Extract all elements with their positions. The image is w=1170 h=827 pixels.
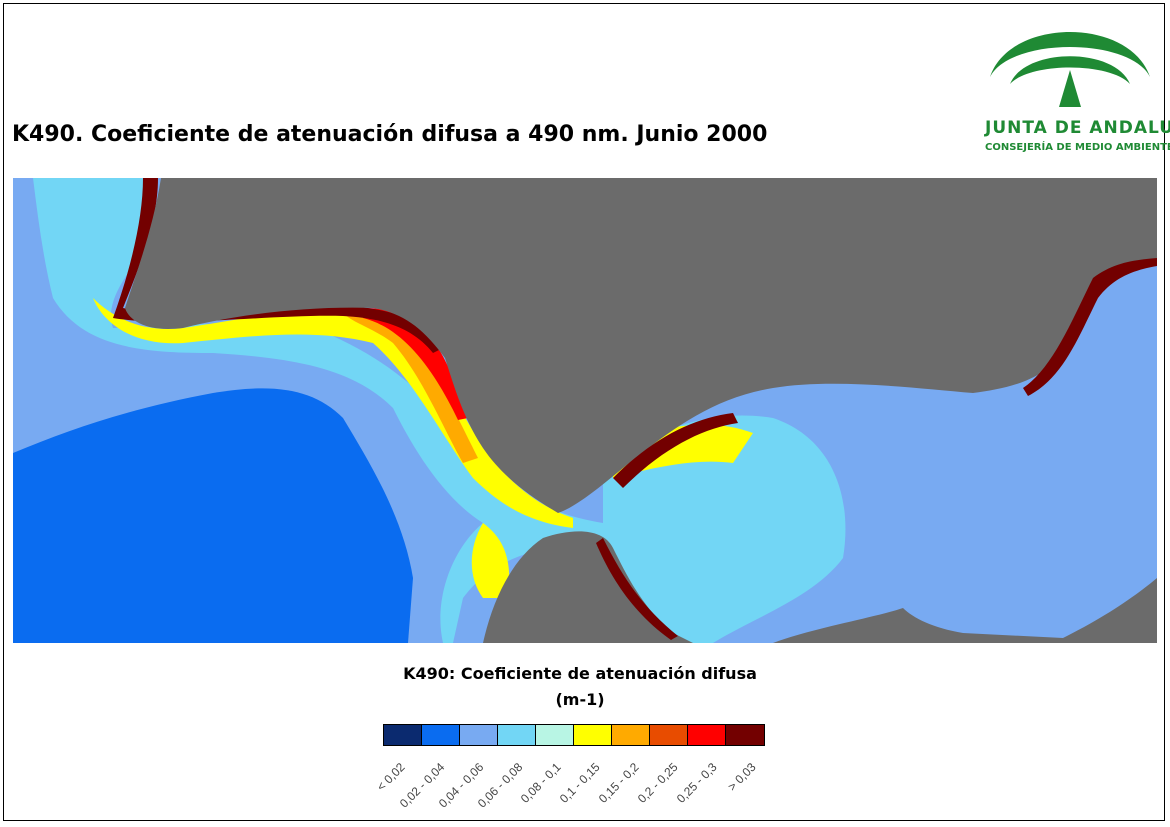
coastline-high-k490-atlantic: [113, 178, 443, 353]
legend-label: 0,08 - 0,1: [517, 760, 564, 806]
legend-swatch: [688, 725, 726, 745]
legend-labels: < 0,02 0,02 - 0,04 0,04 - 0,06 0,06 - 0,08 0…: [373, 748, 783, 818]
logo-name: JUNTA DE ANDALUCIA: [985, 118, 1170, 138]
legend-swatch: [498, 725, 536, 745]
estuary-orange-band: [343, 313, 478, 463]
legend-title: K490: Coeficiente de atenuación difusa: [403, 664, 757, 683]
legend-swatch: [384, 725, 422, 745]
land-north-africa-east: [773, 578, 1157, 643]
legend-label: 0,15 - 0,2: [595, 760, 642, 806]
legend-swatch: [536, 725, 574, 745]
legend-swatch: [422, 725, 460, 745]
k490-map: [13, 178, 1157, 643]
legend-label: 0,2 - 0,25: [634, 760, 681, 806]
land-north-africa-west: [483, 531, 693, 643]
legend-unit: (m-1): [555, 690, 605, 709]
coastal-belt-alboran: [603, 415, 846, 643]
map-raster: [13, 178, 1157, 643]
legend-swatch: [726, 725, 764, 745]
page-title: K490. Coeficiente de atenuación difusa a…: [12, 122, 768, 147]
strait-yellow-patch: [471, 523, 510, 598]
legend-swatch: [650, 725, 688, 745]
legend-label: 0,25 - 0,3: [673, 760, 720, 806]
offshore-low-k490: [13, 388, 413, 643]
coastal-belt-atlantic: [33, 178, 603, 643]
logo-emblem-icon: [990, 32, 1150, 107]
coastline-high-k490-africa: [596, 538, 678, 640]
coastal-yellow-band: [93, 298, 573, 528]
legend-label: > 0,03: [724, 760, 759, 794]
junta-andalucia-logo: JUNTA DE ANDALUCIA CONSEJERÍA DE MEDIO A…: [980, 12, 1170, 162]
legend-swatch: [612, 725, 650, 745]
logo-subtitle: CONSEJERÍA DE MEDIO AMBIENTE: [985, 142, 1170, 153]
legend-color-bar: [383, 724, 765, 746]
legend-swatch: [460, 725, 498, 745]
coastline-high-k490-east: [1023, 258, 1157, 396]
land-iberian-peninsula: [125, 178, 1157, 513]
coastline-high-k490-alboran: [613, 413, 738, 488]
legend-label: 0,1 - 0,15: [556, 760, 603, 806]
legend-swatch: [574, 725, 612, 745]
